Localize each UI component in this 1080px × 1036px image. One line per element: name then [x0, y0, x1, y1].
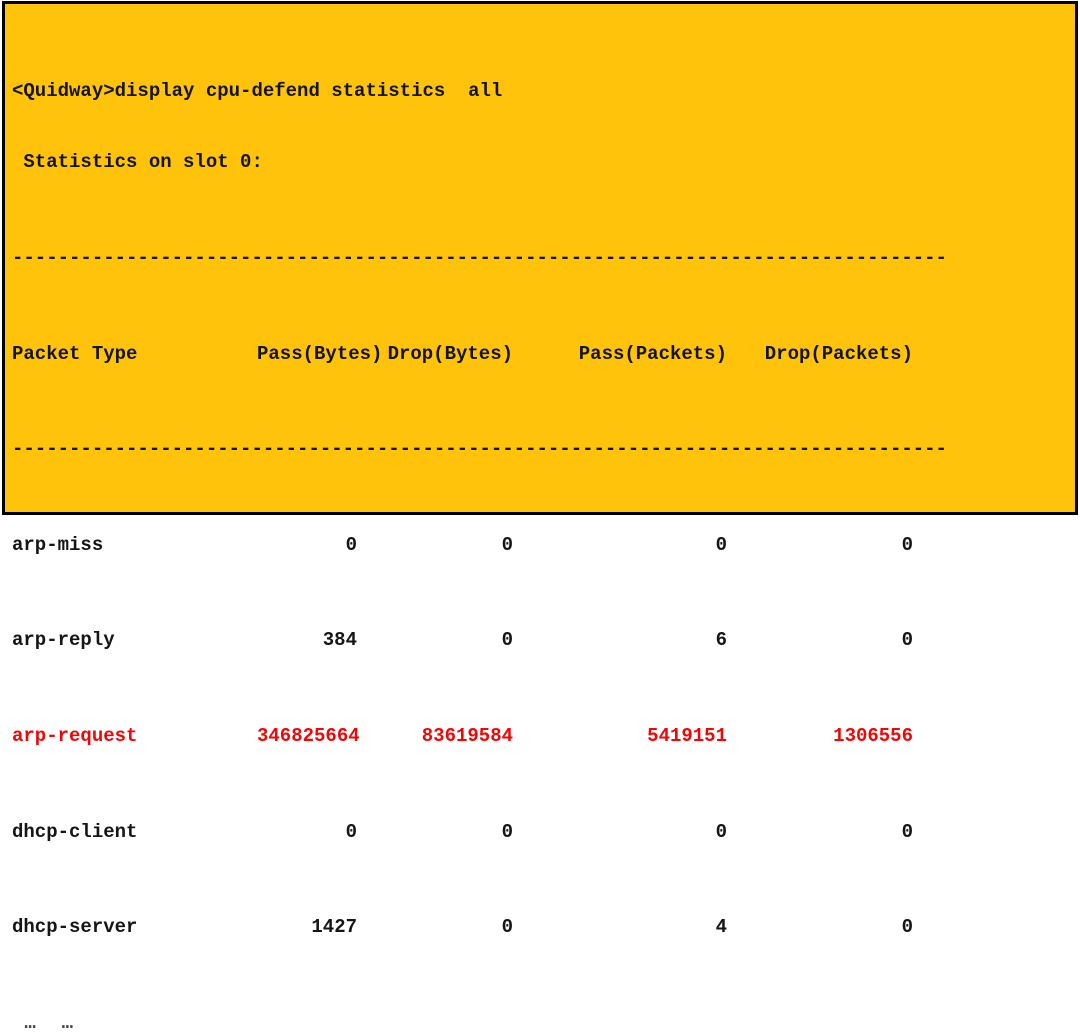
- row-pass-bytes: 0: [257, 534, 357, 558]
- row-pass-packets: 0: [513, 821, 727, 845]
- ellipsis-row: … …: [12, 1012, 1075, 1036]
- header-packet-type: Packet Type: [12, 343, 257, 367]
- row-name: dhcp-server: [12, 916, 257, 940]
- header-drop-bytes: Drop(Bytes): [357, 343, 513, 367]
- row-drop-bytes: 0: [357, 821, 513, 845]
- row-name: dhcp-client: [12, 821, 257, 845]
- row-pass-bytes: 346825664: [257, 725, 357, 749]
- command-line: <Quidway>display cpu-defend statistics a…: [12, 80, 1075, 104]
- row-name: arp-request: [12, 725, 257, 749]
- row-pass-packets: 4: [513, 916, 727, 940]
- slot-statistics-line: Statistics on slot 0:: [12, 151, 1075, 175]
- row-name: arp-miss: [12, 534, 257, 558]
- table-row: dhcp-server 1427 0 4 0: [12, 916, 1075, 940]
- row-drop-packets: 0: [727, 534, 913, 558]
- row-drop-bytes: 0: [357, 629, 513, 653]
- row-pass-bytes: 384: [257, 629, 357, 653]
- row-pass-packets: 6: [513, 629, 727, 653]
- row-pass-bytes: 0: [257, 821, 357, 845]
- row-drop-packets: 1306556: [727, 725, 913, 749]
- row-drop-bytes: 83619584: [357, 725, 513, 749]
- row-drop-bytes: 0: [357, 916, 513, 940]
- row-drop-packets: 0: [727, 916, 913, 940]
- row-pass-packets: 0: [513, 534, 727, 558]
- table-header: Packet Type Pass(Bytes) Drop(Bytes) Pass…: [12, 343, 1075, 367]
- table-row: arp-miss 0 0 0 0: [12, 534, 1075, 558]
- row-drop-bytes: 0: [357, 534, 513, 558]
- terminal-window: <Quidway>display cpu-defend statistics a…: [2, 1, 1078, 515]
- header-pass-bytes: Pass(Bytes): [257, 343, 357, 367]
- separator-top: ----------------------------------------…: [12, 247, 1075, 271]
- row-drop-packets: 0: [727, 821, 913, 845]
- row-pass-bytes: 1427: [257, 916, 357, 940]
- row-drop-packets: 0: [727, 629, 913, 653]
- header-drop-packets: Drop(Packets): [727, 343, 913, 367]
- table-row-highlighted: arp-request 346825664 83619584 5419151 1…: [12, 725, 1075, 749]
- header-pass-packets: Pass(Packets): [513, 343, 727, 367]
- table-row: dhcp-client 0 0 0 0: [12, 821, 1075, 845]
- table-row: arp-reply 384 0 6 0: [12, 629, 1075, 653]
- row-name: arp-reply: [12, 629, 257, 653]
- row-pass-packets: 5419151: [513, 725, 727, 749]
- separator-header: ----------------------------------------…: [12, 438, 1075, 462]
